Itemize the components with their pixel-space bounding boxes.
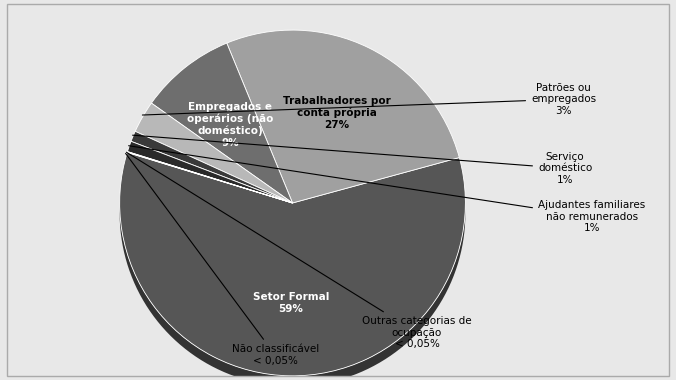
Wedge shape	[226, 30, 459, 203]
Wedge shape	[128, 141, 293, 203]
Wedge shape	[151, 43, 293, 203]
Wedge shape	[127, 152, 293, 203]
Wedge shape	[120, 152, 465, 376]
Polygon shape	[120, 203, 465, 380]
Wedge shape	[135, 103, 293, 203]
Text: Trabalhadores por
conta própria
27%: Trabalhadores por conta própria 27%	[283, 96, 391, 130]
Text: Setor Formal
59%: Setor Formal 59%	[253, 293, 329, 314]
Text: Outras categorias de
ocupação
< 0,05%: Outras categorias de ocupação < 0,05%	[126, 152, 472, 349]
Text: Serviço
doméstico
1%: Serviço doméstico 1%	[132, 135, 592, 185]
Wedge shape	[127, 152, 293, 203]
Text: Patrões ou
empregados
3%: Patrões ou empregados 3%	[143, 82, 596, 116]
Text: Ajudantes familiares
não remunerados
1%: Ajudantes familiares não remunerados 1%	[128, 146, 645, 233]
Text: Empregados e
operários (não
doméstico)
9%: Empregados e operários (não doméstico) 9…	[187, 101, 273, 147]
Text: Não classificável
< 0,05%: Não classificável < 0,05%	[126, 154, 319, 366]
Wedge shape	[131, 131, 293, 203]
